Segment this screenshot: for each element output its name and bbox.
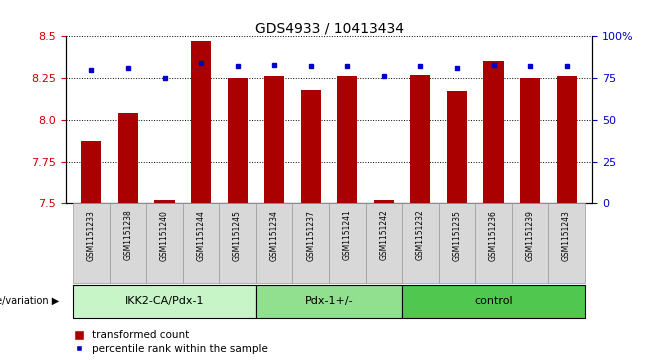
- Bar: [402, 285, 585, 318]
- Text: genotype/variation ▶: genotype/variation ▶: [0, 296, 59, 306]
- Bar: [256, 285, 402, 318]
- Bar: [301, 90, 321, 203]
- Bar: [228, 78, 247, 203]
- Text: GSM1151244: GSM1151244: [197, 210, 205, 261]
- Bar: [183, 203, 219, 283]
- Bar: [402, 203, 439, 283]
- Bar: [118, 113, 138, 203]
- Bar: [110, 203, 146, 283]
- Bar: [73, 285, 256, 318]
- Text: GSM1151238: GSM1151238: [124, 210, 132, 260]
- Bar: [447, 91, 467, 203]
- Text: Pdx-1+/-: Pdx-1+/-: [305, 295, 353, 306]
- Text: GSM1151243: GSM1151243: [562, 210, 571, 261]
- Bar: [548, 203, 585, 283]
- Text: GSM1151236: GSM1151236: [489, 210, 498, 261]
- Bar: [512, 203, 548, 283]
- Bar: [338, 76, 357, 203]
- Text: IKK2-CA/Pdx-1: IKK2-CA/Pdx-1: [125, 295, 204, 306]
- Bar: [191, 41, 211, 203]
- Text: control: control: [474, 295, 513, 306]
- Legend: transformed count, percentile rank within the sample: transformed count, percentile rank withi…: [71, 326, 272, 358]
- Text: GSM1151240: GSM1151240: [160, 210, 169, 261]
- Bar: [219, 203, 256, 283]
- Bar: [329, 203, 366, 283]
- Text: GSM1151233: GSM1151233: [87, 210, 96, 261]
- Text: GSM1151245: GSM1151245: [233, 210, 242, 261]
- Text: GSM1151235: GSM1151235: [453, 210, 461, 261]
- Text: GSM1151239: GSM1151239: [526, 210, 534, 261]
- Bar: [520, 78, 540, 203]
- Bar: [73, 203, 110, 283]
- Bar: [557, 76, 576, 203]
- Bar: [374, 200, 394, 203]
- Bar: [411, 75, 430, 203]
- Bar: [292, 203, 329, 283]
- Bar: [264, 76, 284, 203]
- Text: GSM1151242: GSM1151242: [379, 210, 388, 260]
- Text: GSM1151237: GSM1151237: [306, 210, 315, 261]
- Bar: [155, 200, 174, 203]
- Bar: [82, 142, 101, 203]
- Bar: [146, 203, 183, 283]
- Text: GSM1151234: GSM1151234: [270, 210, 279, 261]
- Bar: [439, 203, 475, 283]
- Title: GDS4933 / 10413434: GDS4933 / 10413434: [255, 21, 403, 35]
- Text: GSM1151232: GSM1151232: [416, 210, 425, 260]
- Bar: [475, 203, 512, 283]
- Bar: [484, 61, 503, 203]
- Bar: [366, 203, 402, 283]
- Bar: [256, 203, 292, 283]
- Text: GSM1151241: GSM1151241: [343, 210, 352, 260]
